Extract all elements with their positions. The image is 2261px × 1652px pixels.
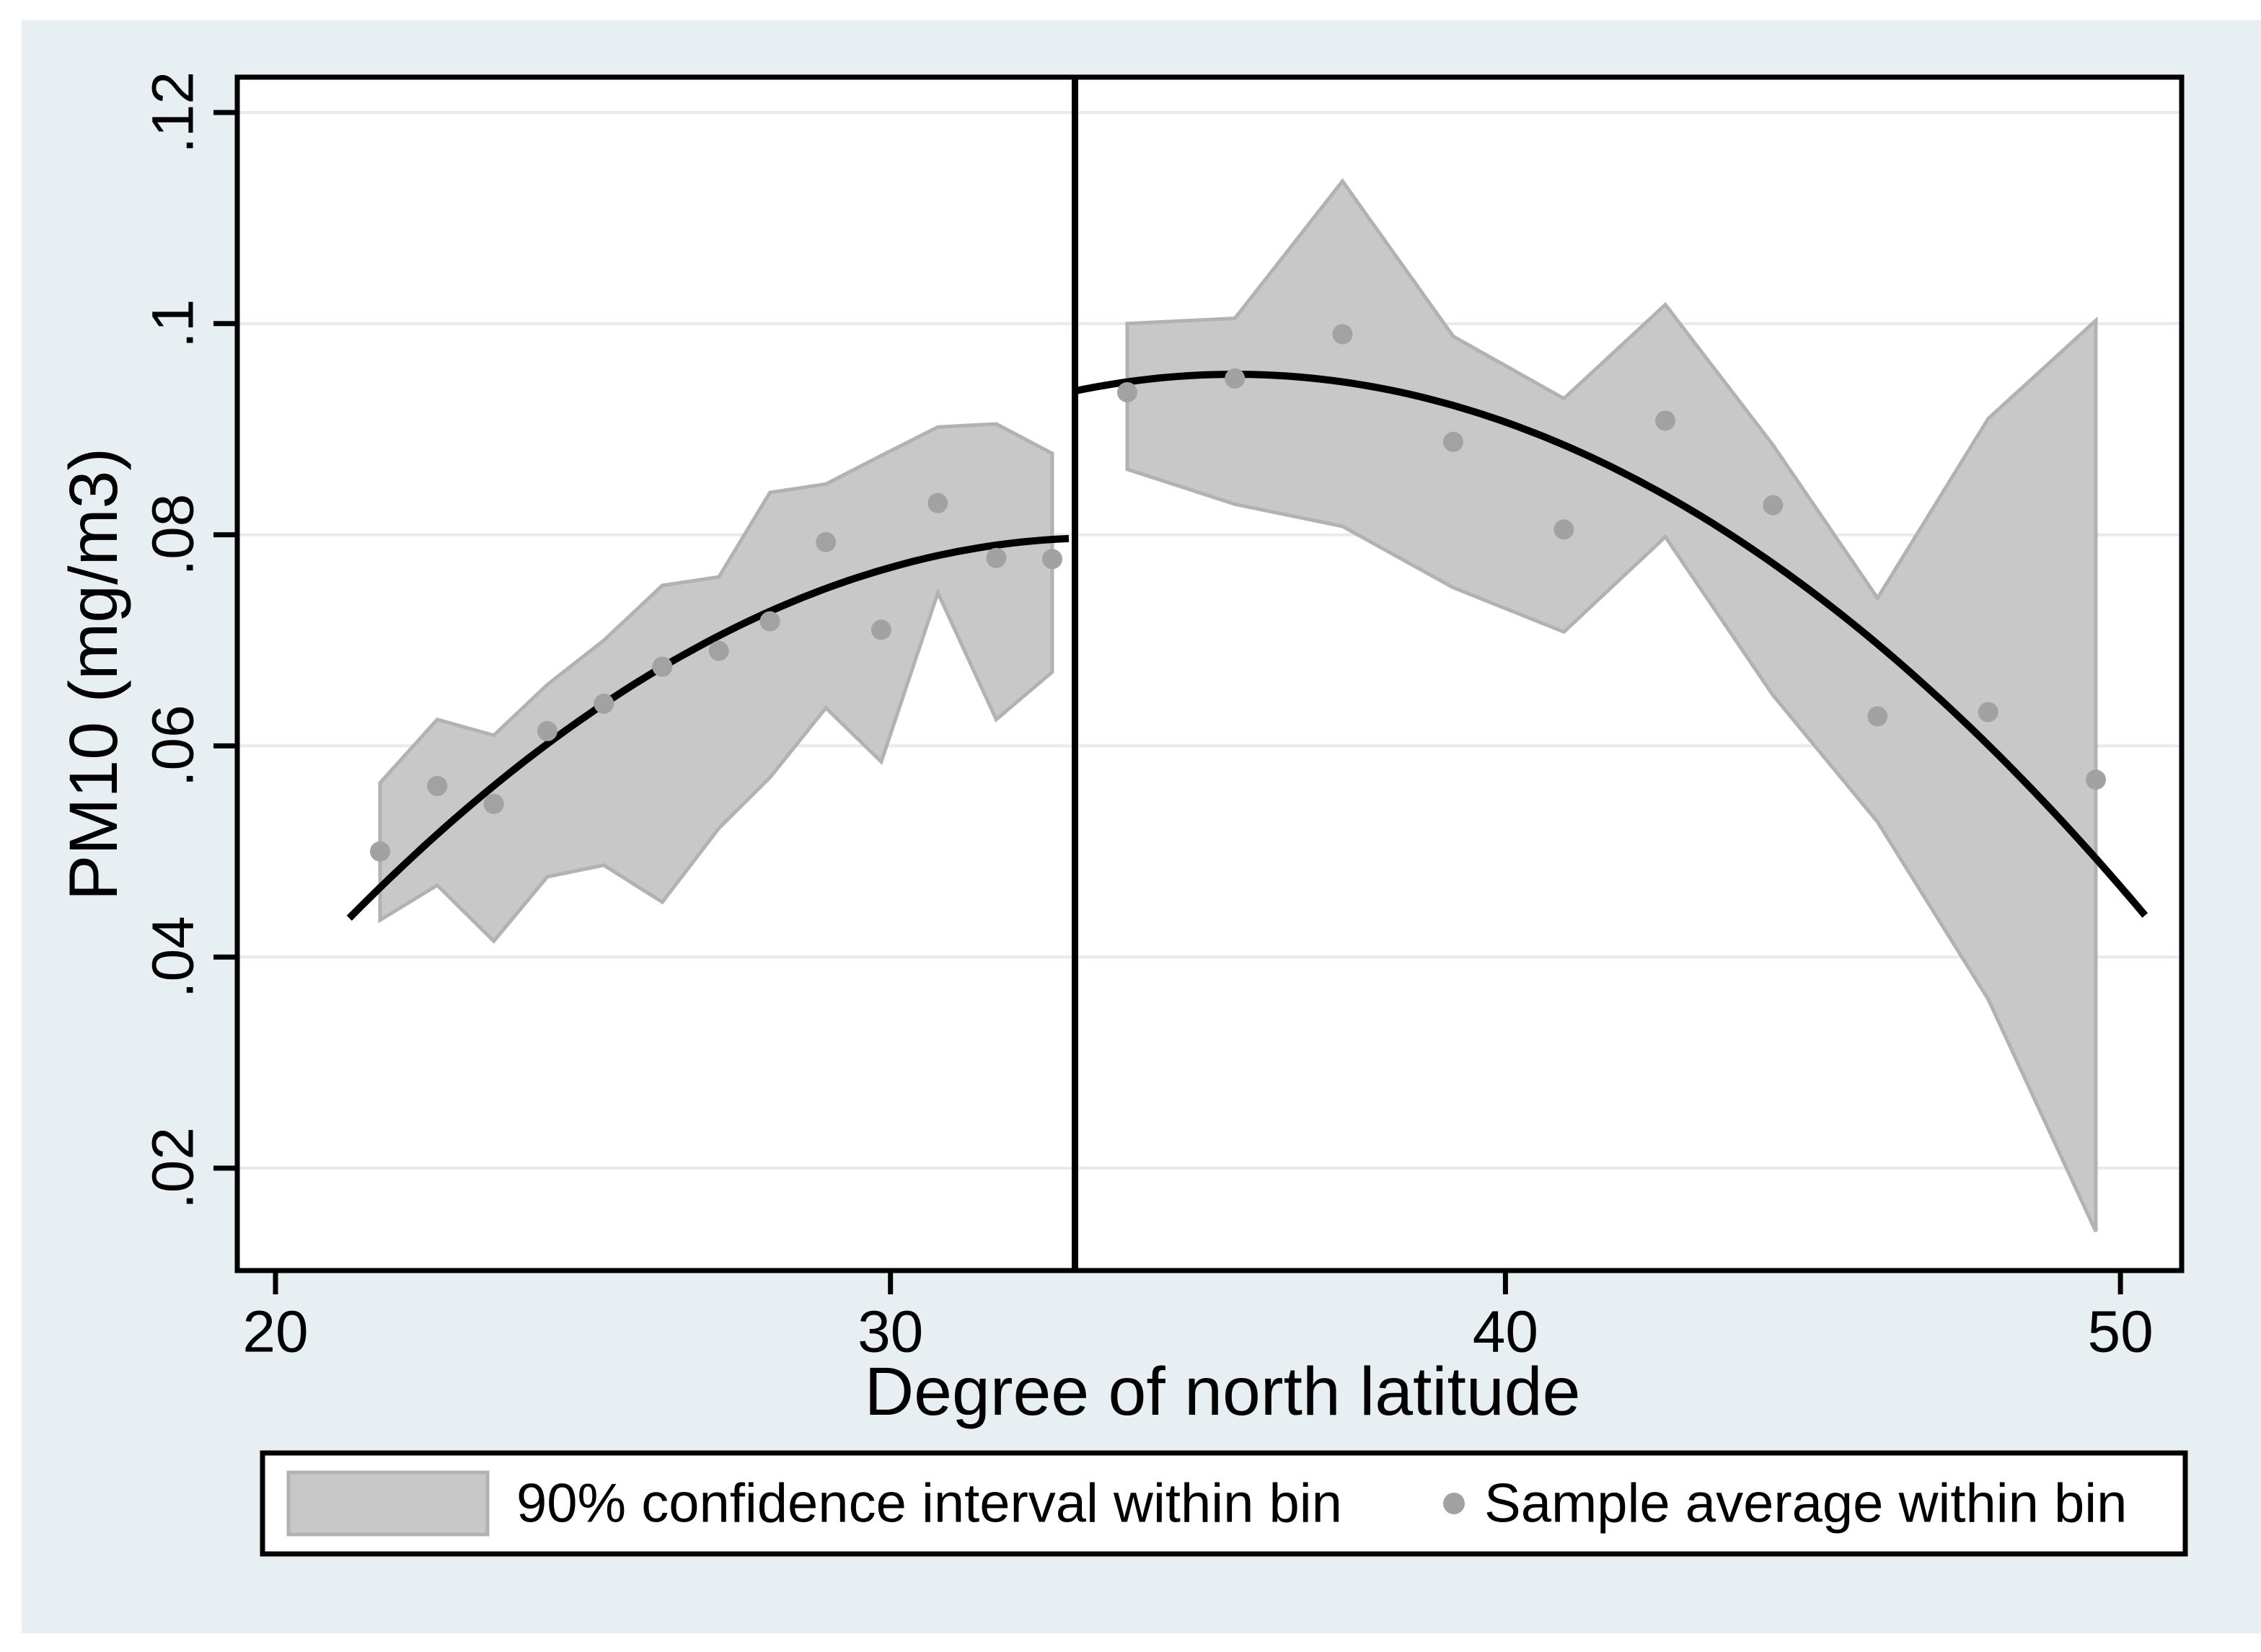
sample-average-dot <box>759 611 780 632</box>
sample-average-dot <box>369 841 390 862</box>
sample-average-dot <box>871 619 891 640</box>
sample-average-dot <box>2085 769 2106 790</box>
sample-average-dot <box>1763 495 1784 516</box>
y-tick-label: .06 <box>141 704 206 787</box>
legend-marker-label: Sample average within bin <box>1484 1473 2127 1534</box>
sample-average-dots-group <box>369 324 2106 862</box>
plot-frame-group <box>234 74 2185 1273</box>
fit-curves-group <box>346 371 2148 921</box>
sample-average-dot <box>816 531 837 552</box>
plot-border <box>234 74 2185 1273</box>
sample-average-dot <box>594 693 614 714</box>
sample-average-dot <box>927 492 948 513</box>
y-tick-label: .08 <box>141 494 206 576</box>
x-tick-label: 50 <box>2087 1299 2153 1365</box>
ci-band-south_of_river <box>378 422 1054 944</box>
y-tick-label: .02 <box>141 1127 206 1209</box>
sample-average-dot <box>1442 431 1463 452</box>
sample-average-dot <box>986 547 1007 568</box>
fit-curve-north_of_river <box>1074 371 2148 918</box>
legend-ci-label: 90% confidence interval within bin <box>516 1473 1342 1534</box>
legend: 90% confidence interval within bin Sampl… <box>260 1450 2188 1557</box>
sample-average-dot <box>537 720 557 741</box>
axis-ticks-group <box>213 110 2123 1294</box>
sample-average-dot <box>708 640 729 661</box>
legend-marker-icon <box>1443 1493 1465 1514</box>
tick-labels-group: 20 30 40 50 .02 .04 .06 .08 .1 .12 <box>141 71 2154 1365</box>
sample-average-dot <box>1116 381 1137 402</box>
sample-average-dot <box>1225 368 1246 389</box>
x-tick-label: 40 <box>1473 1299 1538 1365</box>
sample-average-dot <box>1978 702 1998 723</box>
x-axis-title: Degree of north latitude <box>865 1353 1581 1430</box>
confidence-bands-group <box>378 177 2098 1232</box>
x-tick-label: 20 <box>242 1299 308 1365</box>
legend-box <box>260 1450 2188 1557</box>
ci-band-north_of_river <box>1125 177 2098 1232</box>
sample-average-dot <box>1655 410 1676 431</box>
sample-average-dot <box>1867 706 1888 727</box>
sample-average-dot <box>483 793 504 814</box>
x-tick-label: 30 <box>858 1299 923 1365</box>
sample-average-dot <box>1553 519 1574 540</box>
y-tick-label: .04 <box>141 916 206 998</box>
sample-average-dot <box>1332 324 1353 345</box>
sample-average-dot <box>1041 549 1062 570</box>
sample-average-dot <box>427 776 448 797</box>
y-axis-title: PM10 (mg/m3) <box>56 448 132 901</box>
fit-curve-south_of_river <box>346 534 1070 921</box>
y-tick-label: .12 <box>141 71 206 154</box>
legend-ci-swatch-icon <box>286 1470 490 1537</box>
sample-average-dot <box>652 656 673 677</box>
y-tick-label: .1 <box>141 299 206 348</box>
